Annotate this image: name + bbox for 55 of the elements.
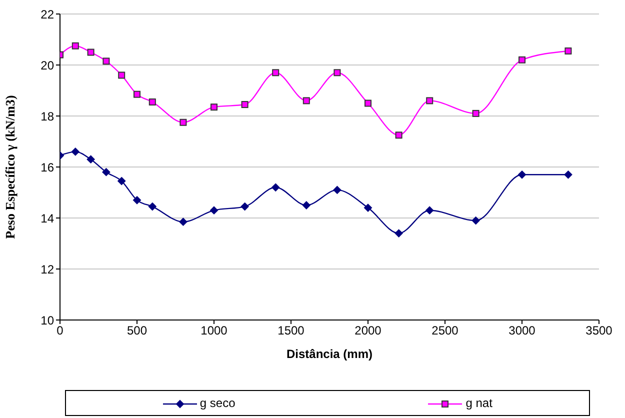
- y-tick-label: 18: [40, 109, 54, 124]
- point: [333, 186, 342, 194]
- x-tick-label: 1000: [200, 324, 228, 338]
- x-axis-title: Distância (mm): [286, 347, 373, 361]
- y-axis-title: Peso Específico γ (kN/m3): [2, 95, 18, 239]
- y-tick-label: 22: [40, 7, 54, 22]
- point: [87, 48, 94, 56]
- point: [426, 206, 434, 214]
- y-tick-label: 12: [40, 262, 54, 276]
- legend-label: g seco: [198, 396, 236, 410]
- point: [210, 206, 218, 214]
- point: [302, 97, 310, 104]
- point: [518, 56, 526, 64]
- x-tick-label: 1500: [278, 324, 305, 338]
- point: [148, 202, 156, 211]
- y-tick-label: 16: [40, 160, 54, 174]
- point: [148, 98, 156, 106]
- x-tick-label: 500: [126, 324, 148, 338]
- point: [564, 170, 572, 179]
- point: [210, 104, 218, 111]
- point: [118, 72, 126, 79]
- x-tick-label: 2500: [432, 324, 459, 338]
- point: [72, 42, 79, 50]
- point: [272, 183, 280, 192]
- point: [364, 204, 372, 212]
- point: [564, 47, 572, 54]
- y-tick-label: 14: [40, 211, 54, 226]
- point: [179, 218, 188, 226]
- point: [518, 170, 526, 179]
- point: [102, 168, 110, 176]
- x-tick-label: 3500: [586, 324, 613, 338]
- point: [86, 155, 95, 164]
- point: [133, 196, 141, 204]
- point: [364, 100, 372, 107]
- point: [240, 202, 249, 211]
- legend-label: g nat: [464, 396, 492, 410]
- point: [472, 110, 480, 117]
- point: [71, 148, 80, 156]
- x-tick-label: 2000: [354, 324, 382, 338]
- point: [426, 97, 434, 104]
- point: [472, 216, 480, 225]
- point: [272, 69, 280, 76]
- point: [334, 69, 341, 76]
- y-tick-label: 10: [40, 313, 54, 328]
- point: [395, 132, 402, 139]
- point: [241, 101, 248, 108]
- y-tick-label: 20: [40, 58, 54, 72]
- point: [118, 177, 126, 186]
- point: [102, 58, 110, 65]
- point: [302, 201, 310, 210]
- point: [134, 90, 140, 98]
- point: [394, 229, 403, 238]
- x-tick-label: 3000: [508, 324, 536, 338]
- point: [180, 118, 187, 126]
- x-tick-label: 0: [56, 324, 64, 338]
